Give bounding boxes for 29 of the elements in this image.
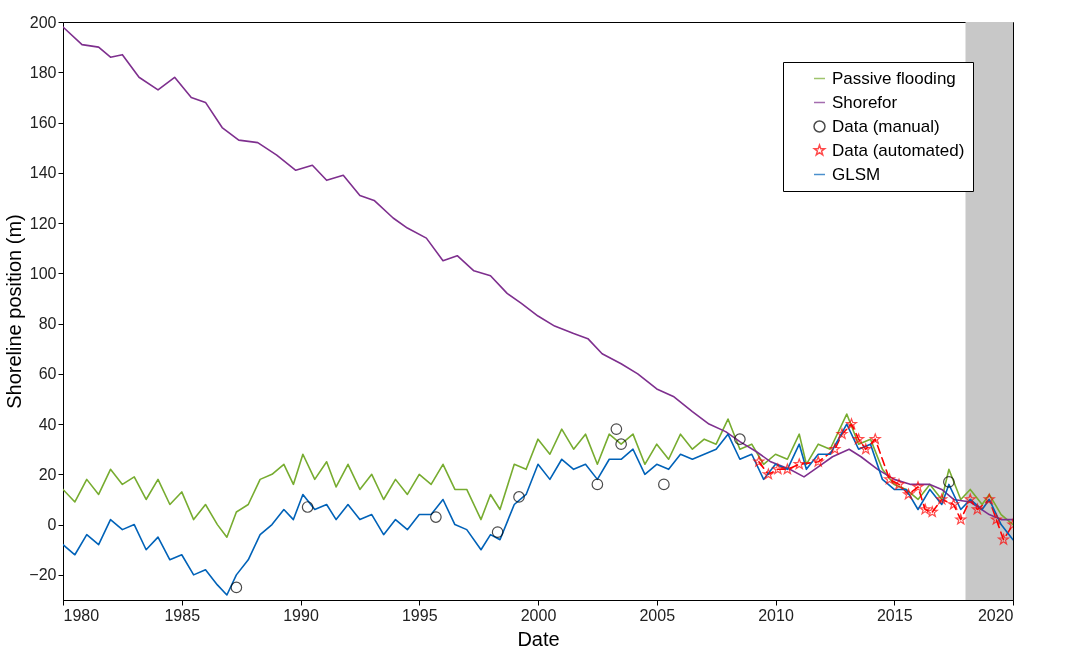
y-tick-label: −20: [29, 566, 57, 584]
y-tick-label: 200: [29, 13, 57, 31]
y-tick-label: 20: [38, 465, 57, 483]
y-tick-label: 180: [29, 63, 57, 81]
y-tick-label: 100: [29, 264, 57, 282]
y-tick-label: 0: [47, 516, 57, 534]
y-tick-label: 40: [38, 415, 57, 433]
line-series: [63, 413, 1013, 538]
y-tick-label: 140: [29, 164, 57, 182]
legend-label: Shorefor: [832, 92, 898, 112]
x-tick-label: 2015: [876, 606, 913, 624]
legend-label: GLSM: [832, 164, 881, 184]
x-tick-label: 2005: [639, 606, 676, 624]
x-tick-label: 1985: [164, 606, 201, 624]
x-axis-title: Date: [517, 627, 560, 650]
x-tick-label: 2000: [520, 606, 557, 624]
x-tick-label: 2010: [758, 606, 794, 624]
y-tick-label: 120: [29, 214, 57, 232]
x-tick-label: 1995: [401, 606, 438, 624]
legend-label: Data (automated): [832, 140, 965, 160]
legend-label: Passive flooding: [832, 68, 956, 88]
y-tick-label: 60: [38, 365, 57, 383]
y-tick-label: 80: [38, 315, 57, 333]
y-tick-label: 160: [29, 114, 57, 132]
legend-label: Data (manual): [832, 116, 940, 136]
x-tick-label: 2020: [977, 606, 1014, 624]
x-tick-label: 1990: [283, 606, 319, 624]
x-tick-label: 1980: [63, 606, 100, 624]
y-axis-title: Shoreline position (m): [3, 214, 26, 409]
